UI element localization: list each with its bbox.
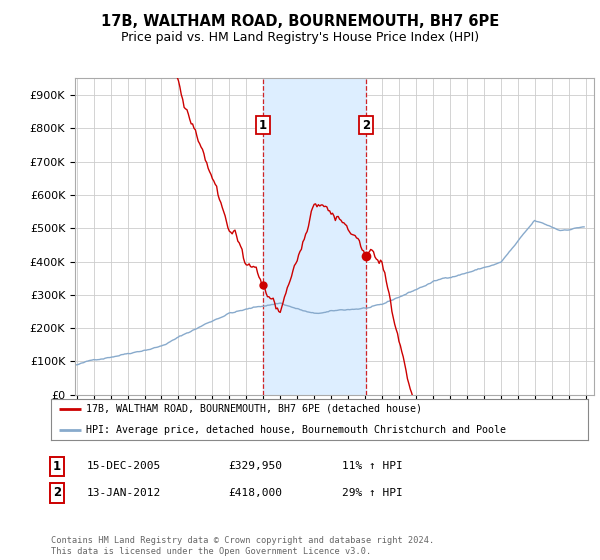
Text: 17B, WALTHAM ROAD, BOURNEMOUTH, BH7 6PE: 17B, WALTHAM ROAD, BOURNEMOUTH, BH7 6PE [101, 14, 499, 29]
Text: 1: 1 [259, 119, 266, 132]
Text: HPI: Average price, detached house, Bournemouth Christchurch and Poole: HPI: Average price, detached house, Bour… [86, 425, 506, 435]
Text: 2: 2 [362, 119, 370, 132]
Text: 29% ↑ HPI: 29% ↑ HPI [342, 488, 403, 498]
Text: 13-JAN-2012: 13-JAN-2012 [87, 488, 161, 498]
Text: Price paid vs. HM Land Registry's House Price Index (HPI): Price paid vs. HM Land Registry's House … [121, 31, 479, 44]
Text: £418,000: £418,000 [228, 488, 282, 498]
Text: 17B, WALTHAM ROAD, BOURNEMOUTH, BH7 6PE (detached house): 17B, WALTHAM ROAD, BOURNEMOUTH, BH7 6PE … [86, 404, 422, 414]
Text: £329,950: £329,950 [228, 461, 282, 472]
Text: 15-DEC-2005: 15-DEC-2005 [87, 461, 161, 472]
Text: 2: 2 [53, 486, 61, 500]
Text: 11% ↑ HPI: 11% ↑ HPI [342, 461, 403, 472]
Text: 1: 1 [53, 460, 61, 473]
Bar [263, 78, 366, 395]
Text: Contains HM Land Registry data © Crown copyright and database right 2024.
This d: Contains HM Land Registry data © Crown c… [51, 536, 434, 556]
